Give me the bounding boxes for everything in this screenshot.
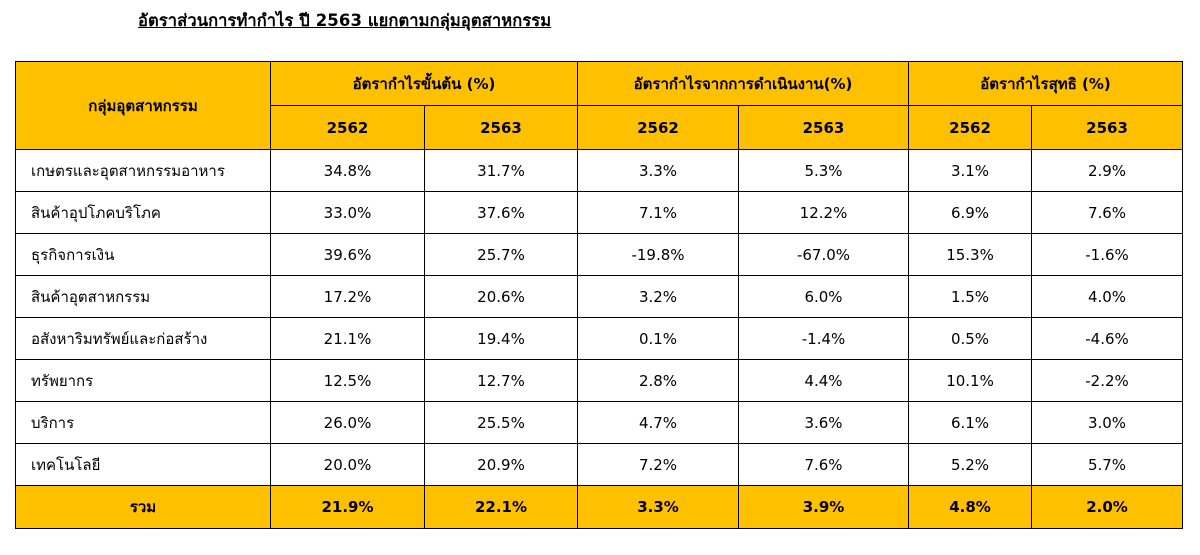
total-label: รวม (15, 485, 271, 529)
table-cell: 6.1% (908, 401, 1033, 444)
year-header: 2562 (577, 105, 739, 150)
total-cell: 3.9% (737, 485, 910, 529)
table-row: สินค้าอุปโภคบริโภค 33.0% 37.6% 7.1% 12.2… (15, 191, 1184, 234)
table-cell: 25.5% (424, 401, 578, 444)
header-row-metrics: กลุ่มอุตสาหกรรม อัตรากำไรขั้นต้น (%) อัต… (15, 61, 1184, 150)
year-header: 2562 (270, 105, 425, 150)
table-cell: 33.0% (270, 191, 425, 234)
table-cell: 5.3% (737, 149, 910, 192)
industry-name: สินค้าอุตสาหกรรม (15, 275, 271, 318)
year-header: 2563 (424, 105, 578, 150)
table-cell: 12.5% (270, 359, 425, 402)
table-cell: 1.5% (908, 275, 1033, 318)
table-cell: 20.6% (424, 275, 578, 318)
industry-name: ธุรกิจการเงิน (15, 233, 271, 276)
table-cell: 4.7% (577, 401, 739, 444)
table-cell: 20.9% (424, 443, 578, 486)
year-header: 2562 (908, 105, 1033, 150)
table-cell: 26.0% (270, 401, 425, 444)
header-row-years: 2562 2563 2562 2563 2562 2563 (16, 105, 1184, 150)
table-cell: 4.0% (1031, 275, 1184, 318)
industry-name: บริการ (15, 401, 271, 444)
table-row: ธุรกิจการเงิน 39.6% 25.7% -19.8% -67.0% … (15, 233, 1184, 276)
table-cell: 31.7% (424, 149, 578, 192)
table-cell: 17.2% (270, 275, 425, 318)
profitability-table: กลุ่มอุตสาหกรรม อัตรากำไรขั้นต้น (%) อัต… (15, 61, 1184, 529)
industry-name: เกษตรและอุตสาหกรรมอาหาร (15, 149, 271, 192)
industry-name: สินค้าอุปโภคบริโภค (15, 191, 271, 234)
table-cell: -19.8% (577, 233, 739, 276)
table-cell: 5.7% (1031, 443, 1184, 486)
table-cell: 2.9% (1031, 149, 1184, 192)
table-cell: 3.2% (577, 275, 739, 318)
table-cell: 34.8% (270, 149, 425, 192)
table-cell: 5.2% (908, 443, 1033, 486)
table-cell: -1.4% (737, 317, 910, 360)
table-cell: 7.1% (577, 191, 739, 234)
page-title: อัตราส่วนการทำกำไร ปี 2563 แยกตามกลุ่มอุ… (138, 11, 552, 30)
table-cell: 0.5% (908, 317, 1033, 360)
industry-name: อสังหาริมทรัพย์และก่อสร้าง (15, 317, 271, 360)
operating-margin-header: อัตรากำไรจากการดำเนินงาน(%) (576, 61, 910, 106)
table-row: เกษตรและอุตสาหกรรมอาหาร 34.8% 31.7% 3.3%… (15, 149, 1184, 192)
table-cell: 19.4% (424, 317, 578, 360)
total-row: รวม 21.9% 22.1% 3.3% 3.9% 4.8% 2.0% (15, 485, 1184, 529)
table-cell: 10.1% (908, 359, 1033, 402)
year-header: 2563 (1031, 105, 1184, 150)
table-cell: 3.1% (908, 149, 1033, 192)
total-cell: 3.3% (577, 485, 739, 529)
table-cell: -1.6% (1031, 233, 1184, 276)
net-margin-header: อัตรากำไรสุทธิ (%) (908, 61, 1184, 106)
table-cell: -4.6% (1031, 317, 1184, 360)
table-cell: 7.2% (577, 443, 739, 486)
total-cell: 4.8% (908, 485, 1033, 529)
table-cell: 20.0% (270, 443, 425, 486)
table-cell: 6.9% (908, 191, 1033, 234)
table-row: อสังหาริมทรัพย์และก่อสร้าง 21.1% 19.4% 0… (15, 317, 1184, 360)
gross-margin-header: อัตรากำไรขั้นต้น (%) (270, 61, 578, 106)
table-cell: 6.0% (737, 275, 910, 318)
table-row: สินค้าอุตสาหกรรม 17.2% 20.6% 3.2% 6.0% 1… (15, 275, 1184, 318)
total-cell: 2.0% (1031, 485, 1184, 529)
total-cell: 21.9% (270, 485, 425, 529)
table-cell: -2.2% (1031, 359, 1184, 402)
table-cell: 15.3% (908, 233, 1033, 276)
industry-group-header: กลุ่มอุตสาหกรรม (15, 61, 271, 150)
table-cell: 2.8% (577, 359, 739, 402)
table-cell: 3.0% (1031, 401, 1184, 444)
table-cell: 21.1% (270, 317, 425, 360)
table-row: เทคโนโลยี 20.0% 20.9% 7.2% 7.6% 5.2% 5.7… (15, 443, 1184, 486)
table-cell: -67.0% (737, 233, 910, 276)
table-cell: 7.6% (737, 443, 910, 486)
table-row: ทรัพยากร 12.5% 12.7% 2.8% 4.4% 10.1% -2.… (15, 359, 1184, 402)
industry-name: เทคโนโลยี (15, 443, 271, 486)
table-row: บริการ 26.0% 25.5% 4.7% 3.6% 6.1% 3.0% (15, 401, 1184, 444)
table-cell: 7.6% (1031, 191, 1184, 234)
total-cell: 22.1% (424, 485, 578, 529)
year-header: 2563 (737, 105, 910, 150)
table-cell: 3.3% (577, 149, 739, 192)
industry-name: ทรัพยากร (15, 359, 271, 402)
table-cell: 3.6% (737, 401, 910, 444)
table-cell: 39.6% (270, 233, 425, 276)
table-cell: 4.4% (737, 359, 910, 402)
table-cell: 0.1% (577, 317, 739, 360)
table-cell: 37.6% (424, 191, 578, 234)
table-cell: 12.2% (737, 191, 910, 234)
table-cell: 12.7% (424, 359, 578, 402)
table-cell: 25.7% (424, 233, 578, 276)
